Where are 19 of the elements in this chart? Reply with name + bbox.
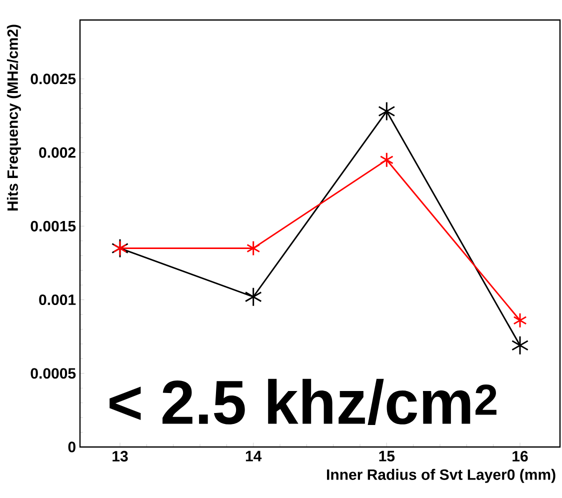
annotation: < 2.5 khz/cm$^{2}$ <box>110 378 496 426</box>
y-tick-label: 0.0005 <box>30 368 76 379</box>
y-tick-label: 0.002 <box>39 147 76 158</box>
y-tick-label: 0.0015 <box>30 220 76 232</box>
x-tick-label: 13 <box>112 450 128 462</box>
x-tick-label: 14 <box>246 450 262 462</box>
point <box>380 152 394 168</box>
y-tick-label: 0 <box>68 442 76 452</box>
x-tick-label: 16 <box>512 450 528 462</box>
y-tick-label: 0.0025 <box>30 74 76 84</box>
y-axis-title: Hits Frequency (MHz/cm2) <box>6 24 21 210</box>
point <box>246 240 260 256</box>
y-tick-label: 0.001 <box>39 294 76 306</box>
point <box>244 287 262 307</box>
x-tick-label: 15 <box>379 450 395 462</box>
point <box>511 336 529 356</box>
point <box>513 312 527 328</box>
x-axis-title: Inner Radius of Svt Layer0 (mm) <box>327 468 556 483</box>
point <box>378 102 396 122</box>
